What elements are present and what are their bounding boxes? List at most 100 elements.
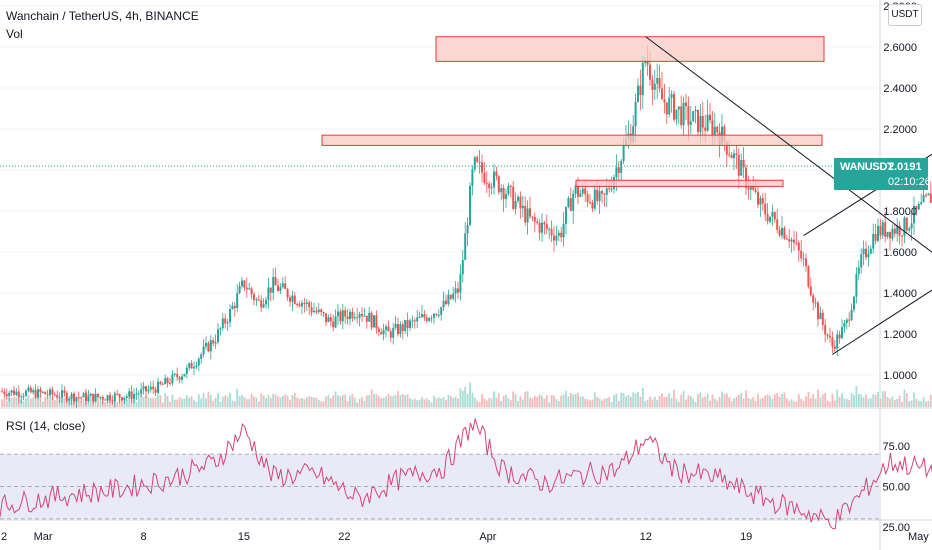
volume-bar: [365, 395, 368, 407]
currency-badge[interactable]: USDT: [888, 4, 922, 26]
candle-body: [440, 307, 443, 315]
channel-line: [803, 153, 932, 237]
candle-body: [850, 309, 853, 321]
candle-body: [128, 391, 131, 397]
candle-body: [361, 313, 363, 317]
volume-bar: [735, 396, 738, 407]
volume-bar: [651, 399, 654, 407]
candle-body: [200, 354, 203, 359]
volume-bar: [596, 397, 599, 407]
volume-bar: [8, 397, 11, 407]
volume-bar: [694, 401, 697, 407]
volume-bar: [116, 402, 119, 407]
volume-bar: [615, 393, 618, 407]
candle-body: [644, 61, 647, 63]
candle-body: [596, 189, 599, 201]
candle-body: [555, 235, 558, 241]
volume-bar: [725, 393, 728, 407]
volume-bar: [629, 396, 632, 407]
candle-body: [673, 94, 675, 120]
volume-bar: [370, 389, 373, 407]
volume-bar: [238, 396, 241, 407]
candle-body: [291, 295, 294, 302]
volume-bar: [658, 395, 661, 407]
candle-body: [428, 318, 431, 321]
volume-bar: [915, 398, 918, 407]
volume-bar: [771, 398, 774, 407]
volume-bar: [872, 394, 875, 407]
volume-bar: [649, 396, 651, 407]
volume-bar: [58, 399, 61, 407]
candle-body: [44, 391, 47, 395]
candle-body: [704, 127, 707, 131]
candle-body: [800, 250, 803, 259]
candle-body: [524, 205, 527, 223]
volume-bar: [646, 399, 649, 407]
volume-bar: [262, 395, 265, 407]
x-tick-label: Mar: [34, 531, 53, 543]
volume-bar: [320, 401, 323, 407]
volume-bar: [305, 397, 308, 407]
candle-body: [608, 188, 611, 190]
volume-bar: [140, 394, 143, 407]
volume-bar: [197, 394, 200, 407]
volume-bar: [622, 393, 625, 407]
volume-bar: [548, 402, 551, 407]
volume-bar: [188, 397, 191, 407]
candle-body: [490, 187, 493, 189]
volume-bar: [893, 399, 896, 407]
candle-body: [183, 374, 186, 377]
volume-bar: [697, 394, 699, 407]
chart-title: Wanchain / TetherUS, 4h, BINANCE: [6, 9, 199, 23]
candle-body: [80, 397, 83, 399]
volume-bar: [339, 396, 342, 407]
volume-bar: [485, 400, 488, 407]
volume-bar: [433, 395, 435, 407]
candle-body: [622, 145, 625, 162]
volume-bar: [53, 400, 56, 407]
candle-body: [641, 62, 644, 96]
candle-body: [416, 317, 419, 322]
volume-bar: [411, 399, 414, 407]
candle-body: [737, 154, 740, 176]
volume-bar: [178, 397, 181, 407]
candle-body: [757, 191, 759, 205]
volume-bar: [802, 400, 805, 407]
volume-bar: [790, 399, 793, 407]
volume-bar: [437, 397, 440, 407]
candle-body: [161, 383, 164, 385]
volume-bar: [394, 395, 397, 407]
candle-body: [478, 161, 481, 163]
candle-body: [27, 387, 30, 391]
candle-body: [349, 311, 351, 320]
candle-body: [185, 367, 188, 375]
volume-bar: [27, 395, 30, 407]
volume-bar: [317, 399, 320, 407]
candle-body: [881, 222, 884, 236]
candle-body: [152, 386, 155, 390]
candle-body: [111, 400, 114, 402]
candle-body: [759, 198, 762, 205]
candle-body: [548, 229, 551, 231]
candle-body: [13, 390, 15, 395]
volume-bar: [265, 398, 267, 407]
candle-body: [169, 382, 171, 384]
y-tick-label: 2.2000: [883, 124, 917, 136]
candle-body: [277, 285, 279, 291]
candle-body: [181, 376, 183, 380]
symbol-label: WANUSDT: [840, 161, 894, 173]
candle-body: [435, 313, 438, 316]
volume-bar: [673, 389, 675, 407]
candle-body: [781, 227, 783, 236]
candle-body: [195, 365, 198, 367]
candle-body: [334, 316, 337, 328]
volume-bar: [392, 396, 395, 407]
volume-bar: [901, 401, 903, 407]
candle-body: [541, 222, 543, 233]
volume-bar: [706, 393, 709, 407]
volume-bar: [531, 398, 534, 407]
volume-bar: [533, 395, 536, 407]
volume-bar: [41, 401, 44, 407]
resistance-zone: [435, 36, 825, 62]
